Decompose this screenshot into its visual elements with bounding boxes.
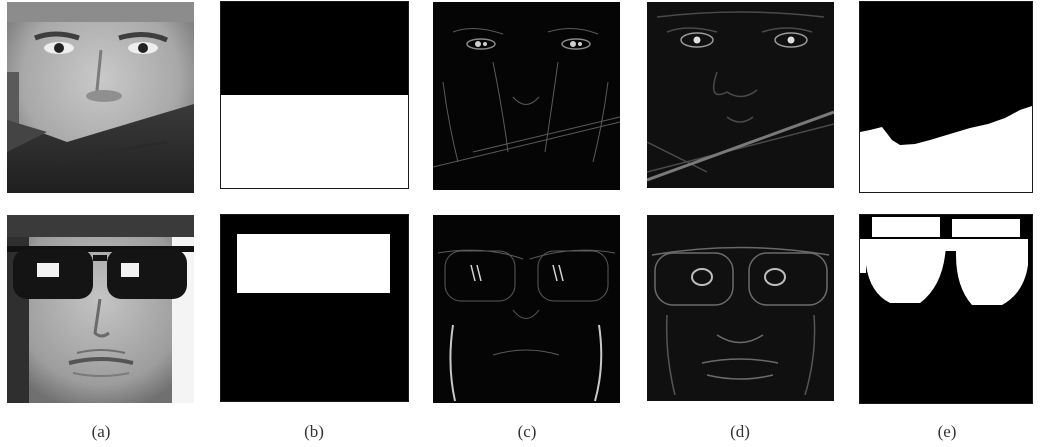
caption-d: (d) [730, 422, 750, 441]
edge-map-scarf-c [433, 2, 620, 190]
caption-c: (c) [517, 422, 537, 441]
detected-mask-sunglasses [859, 214, 1033, 404]
face-sunglasses-photo [7, 215, 194, 403]
block-mask-upper [220, 214, 409, 402]
caption-a: (a) [91, 422, 111, 441]
texture-map-scarf-d [647, 2, 834, 188]
detected-mask-scarf [859, 1, 1033, 193]
caption-e: (e) [937, 422, 957, 441]
texture-map-sunglasses-d [647, 215, 834, 401]
caption-b: (b) [304, 422, 324, 441]
block-mask-lower [220, 1, 409, 189]
edge-map-sunglasses-c [433, 215, 620, 403]
face-scarf-photo [7, 2, 194, 193]
